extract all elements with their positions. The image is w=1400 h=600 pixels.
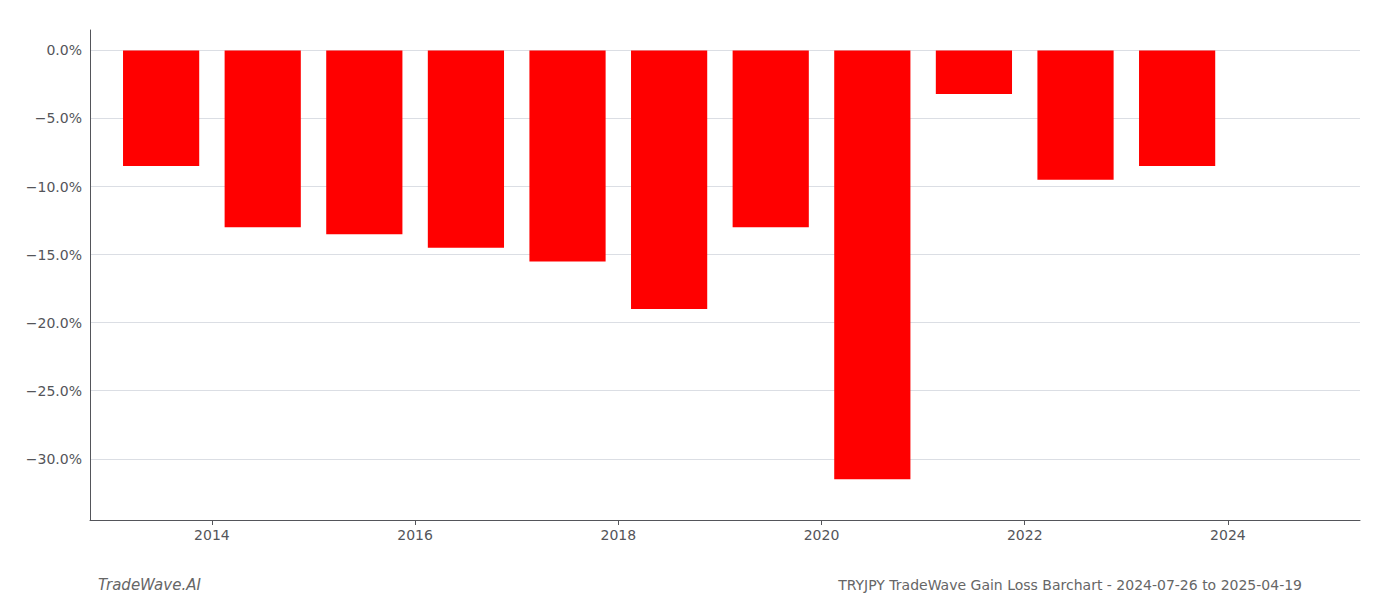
- svg-text:−25.0%: −25.0%: [26, 383, 82, 399]
- svg-text:2016: 2016: [397, 527, 433, 543]
- svg-text:TRYJPY TradeWave Gain Loss Bar: TRYJPY TradeWave Gain Loss Barchart - 20…: [837, 577, 1302, 593]
- svg-text:−5.0%: −5.0%: [35, 110, 82, 126]
- svg-text:2020: 2020: [804, 527, 840, 543]
- svg-text:2014: 2014: [194, 527, 230, 543]
- svg-text:0.0%: 0.0%: [46, 42, 82, 58]
- svg-text:−15.0%: −15.0%: [26, 247, 82, 263]
- svg-text:TradeWave.AI: TradeWave.AI: [98, 576, 201, 594]
- svg-text:2018: 2018: [600, 527, 636, 543]
- svg-text:−20.0%: −20.0%: [26, 315, 82, 331]
- svg-text:−30.0%: −30.0%: [26, 451, 82, 467]
- svg-text:2024: 2024: [1210, 527, 1246, 543]
- svg-text:−10.0%: −10.0%: [26, 179, 82, 195]
- svg-text:2022: 2022: [1007, 527, 1043, 543]
